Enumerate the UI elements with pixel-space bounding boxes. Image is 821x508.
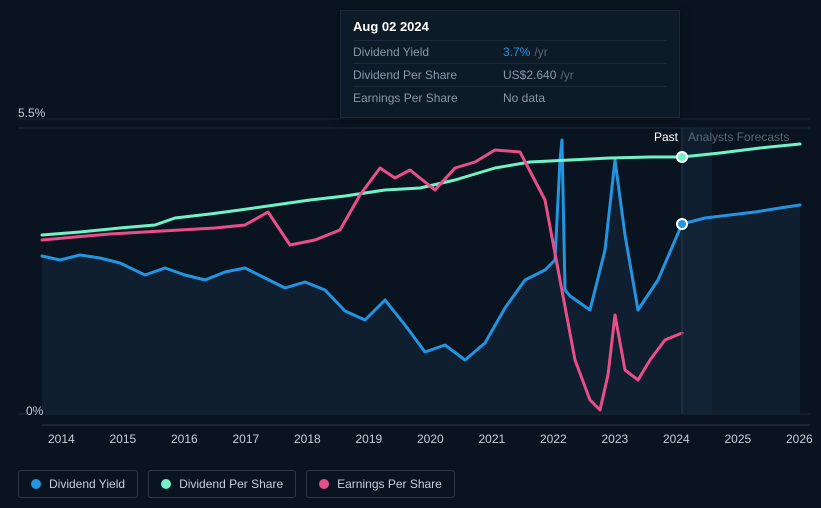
tooltip-row-value: No data bbox=[503, 91, 545, 105]
tooltip-row: Dividend Yield3.7% /yr bbox=[353, 40, 667, 63]
y-axis-min-label: 0% bbox=[26, 404, 43, 418]
chart-tooltip: Aug 02 2024 Dividend Yield3.7%/yrDividen… bbox=[340, 10, 680, 118]
x-axis-label: 2018 bbox=[294, 432, 321, 446]
y-axis-max-label: 5.5% bbox=[18, 106, 45, 120]
past-label: Past bbox=[654, 130, 678, 144]
legend-label: Earnings Per Share bbox=[337, 477, 442, 491]
x-axis-label: 2014 bbox=[48, 432, 75, 446]
x-axis-label: 2023 bbox=[602, 432, 629, 446]
legend-dot bbox=[161, 479, 171, 489]
tooltip-row: Earnings Per ShareNo data bbox=[353, 86, 667, 109]
x-axis-label: 2017 bbox=[233, 432, 260, 446]
legend-item[interactable]: Dividend Per Share bbox=[148, 470, 296, 498]
x-axis-label: 2024 bbox=[663, 432, 690, 446]
legend-dot bbox=[319, 479, 329, 489]
legend-item[interactable]: Earnings Per Share bbox=[306, 470, 455, 498]
chart-legend: Dividend Yield Dividend Per Share Earnings… bbox=[18, 470, 455, 498]
x-axis-label: 2019 bbox=[356, 432, 383, 446]
x-axis-label: 2015 bbox=[110, 432, 137, 446]
tooltip-row-label: Dividend Yield bbox=[353, 45, 503, 59]
tooltip-row-unit: /yr bbox=[534, 45, 547, 59]
tooltip-row-label: Earnings Per Share bbox=[353, 91, 503, 105]
x-axis-label: 2020 bbox=[417, 432, 444, 446]
tooltip-date: Aug 02 2024 bbox=[353, 19, 667, 34]
x-axis-label: 2016 bbox=[171, 432, 198, 446]
legend-item[interactable]: Dividend Yield bbox=[18, 470, 138, 498]
tooltip-row-unit: /yr bbox=[560, 68, 573, 82]
tooltip-row: Dividend Per ShareUS$2.640/yr bbox=[353, 63, 667, 86]
x-axis-label: 2022 bbox=[540, 432, 567, 446]
x-axis-label: 2021 bbox=[479, 432, 506, 446]
x-axis-label: 2026 bbox=[786, 432, 813, 446]
legend-label: Dividend Yield bbox=[49, 477, 125, 491]
forecast-label: Analysts Forecasts bbox=[688, 130, 789, 144]
tooltip-row-value: US$2.640 bbox=[503, 68, 556, 82]
tooltip-row-label: Dividend Per Share bbox=[353, 68, 503, 82]
tooltip-row-value: 3.7% bbox=[503, 45, 530, 59]
legend-dot bbox=[31, 479, 41, 489]
legend-label: Dividend Per Share bbox=[179, 477, 283, 491]
x-axis-label: 2025 bbox=[725, 432, 752, 446]
